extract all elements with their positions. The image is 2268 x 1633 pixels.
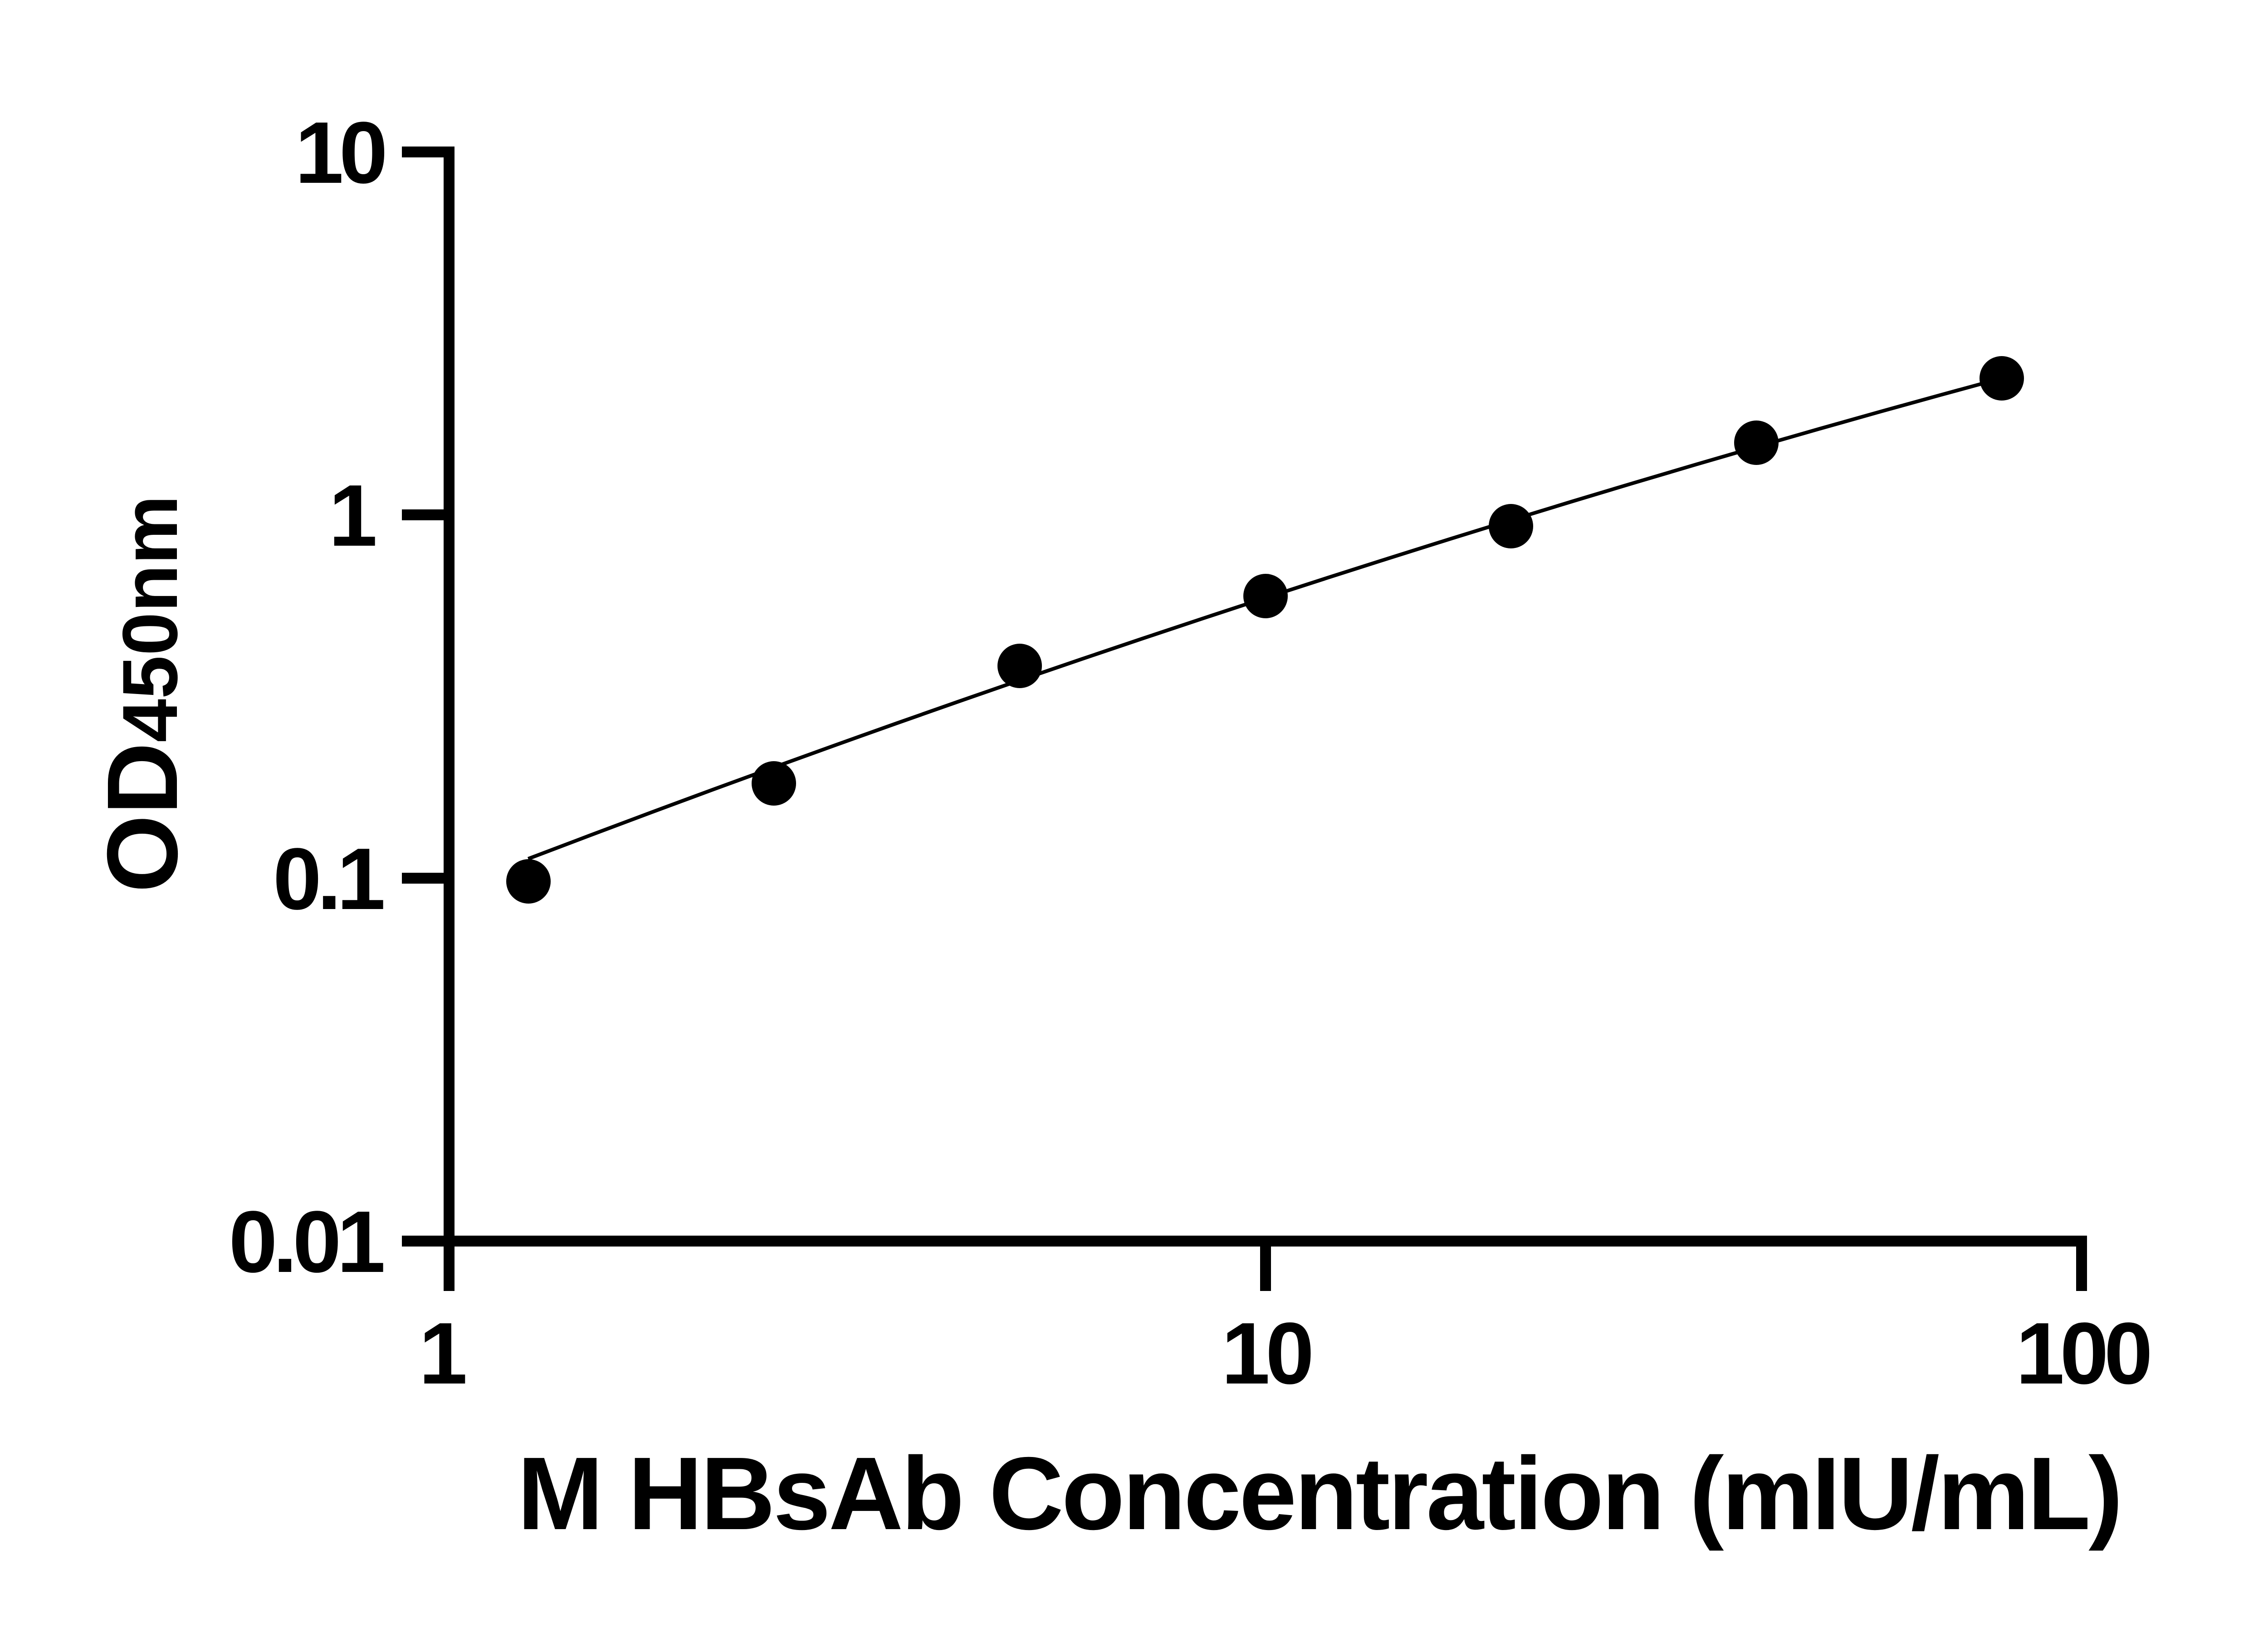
svg-text:1: 1	[329, 466, 375, 564]
svg-text:M HBsAb Concentration (mIU/mL): M HBsAb Concentration (mIU/mL)	[517, 1436, 2121, 1551]
svg-text:100: 100	[2016, 1304, 2150, 1402]
svg-text:10: 10	[295, 103, 384, 201]
svg-text:0.1: 0.1	[273, 830, 383, 928]
svg-text:1: 1	[419, 1304, 465, 1402]
svg-text:0.01: 0.01	[229, 1193, 383, 1291]
svg-text:10: 10	[1222, 1304, 1311, 1402]
